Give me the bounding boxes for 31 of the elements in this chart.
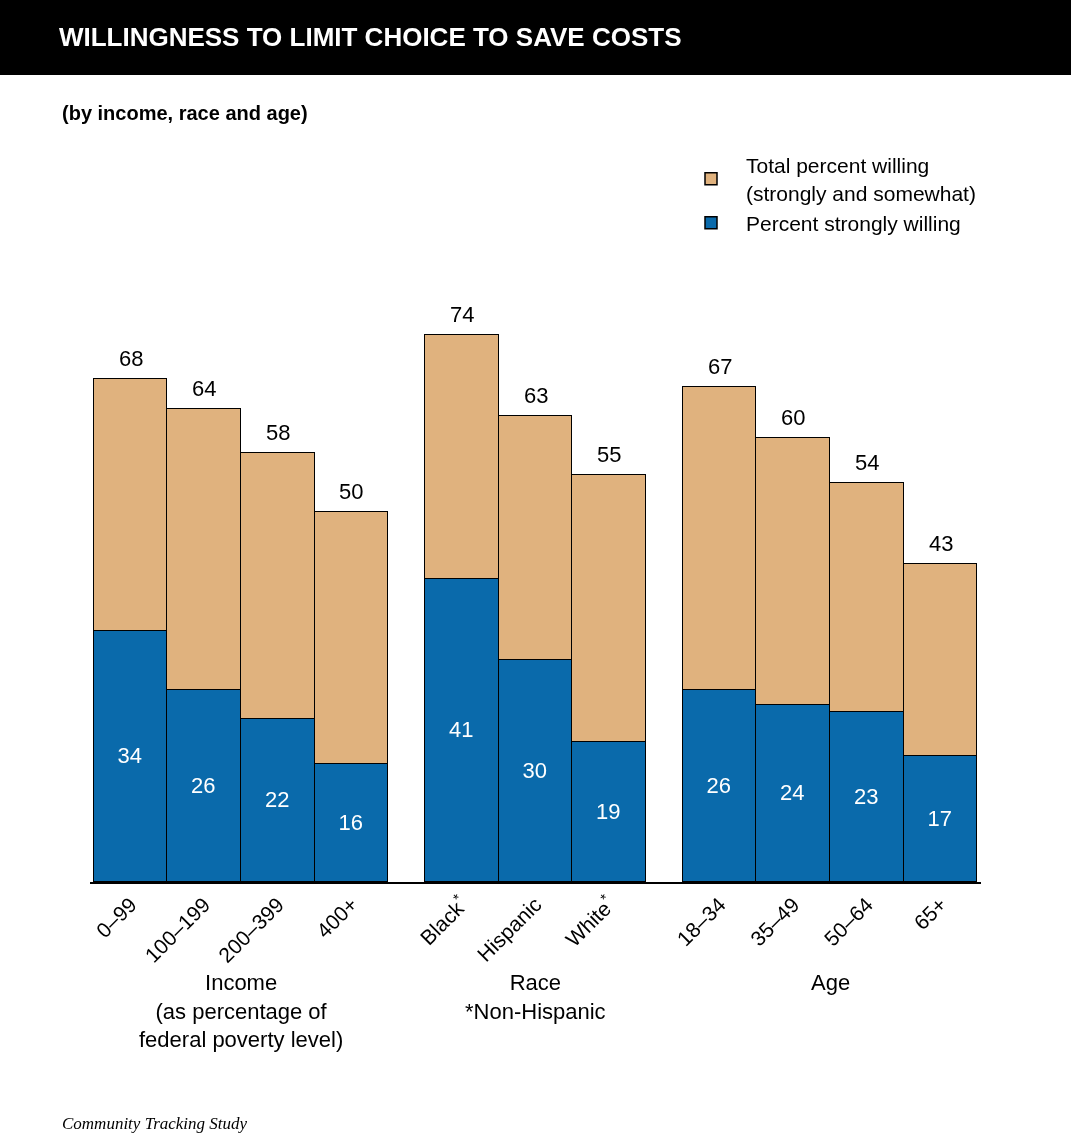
legend-label: Percent strongly willing: [746, 211, 961, 235]
legend-label: Total percent willing (strongly and somewhat): [746, 154, 976, 205]
data-label: 24: [780, 780, 805, 806]
text: Age: [811, 970, 851, 995]
data-label: 17: [927, 805, 952, 831]
text: Community Tracking Study: [62, 1114, 248, 1133]
total-label: 58: [266, 420, 291, 445]
data-label: 34: [117, 743, 142, 769]
total-label: 68: [119, 346, 144, 371]
total-label: 54: [855, 450, 880, 475]
total-label: 60: [781, 405, 806, 430]
data-label: 41: [449, 717, 474, 743]
x-tick-label: 65+: [909, 892, 951, 935]
data-label: 26: [191, 772, 216, 798]
text: Income (as percentage of federal poverty level): [139, 970, 344, 1053]
total-label: 64: [192, 376, 217, 401]
data-label: 19: [596, 798, 621, 824]
data-label: 30: [522, 757, 547, 783]
total-label: 63: [524, 383, 549, 408]
data-label: 22: [265, 787, 290, 813]
chart-subtitle: (by income, race and age): [62, 102, 308, 124]
total-label: 43: [929, 531, 954, 556]
total-label: 55: [597, 442, 622, 467]
text: Race *Non-Hispanic: [465, 970, 606, 1024]
total-label: 50: [339, 479, 364, 504]
total-label: 67: [708, 354, 733, 379]
data-label: 26: [706, 772, 731, 798]
data-label: 23: [854, 783, 879, 809]
total-label: 74: [450, 302, 475, 327]
chart-title: WILLINGNESS TO LIMIT CHOICE TO SAVE COSTS: [58, 22, 682, 53]
data-label: 16: [338, 809, 363, 835]
